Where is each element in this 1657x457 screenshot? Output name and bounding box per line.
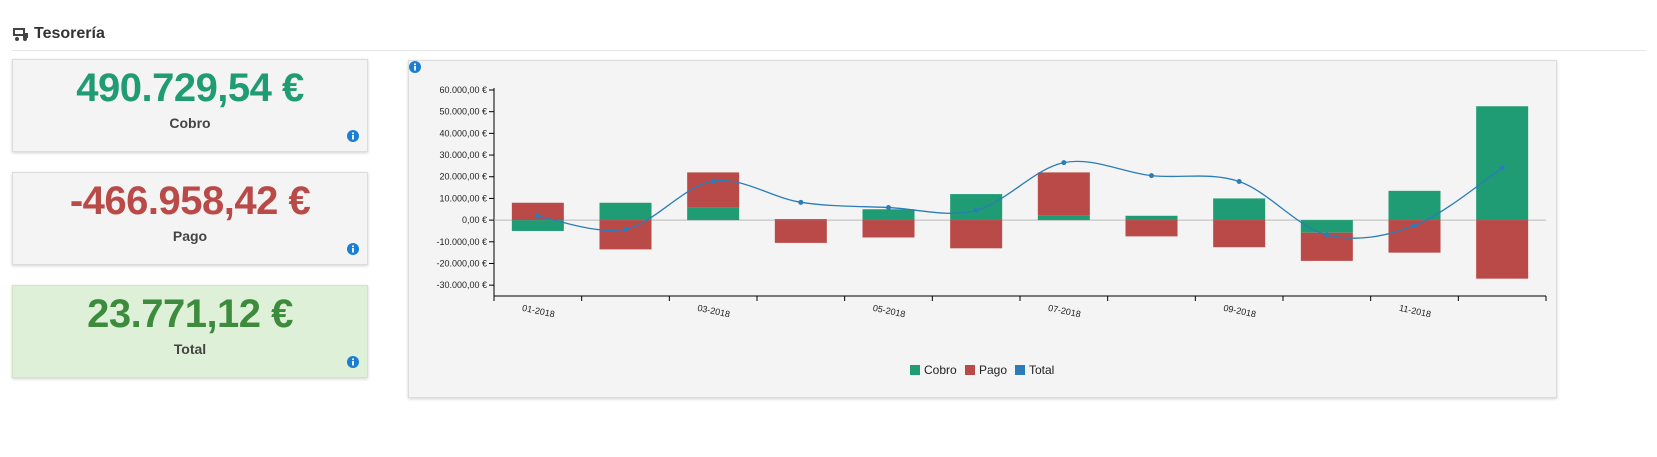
y-tick-label: -20.000,00 € [436,258,487,268]
legend-label-cobro: Cobro [924,363,957,377]
total-point [1324,232,1330,238]
total-point [623,226,628,232]
total-line [537,160,1503,239]
y-tick-label: -30.000,00 € [436,280,487,290]
legend-swatch-pago [965,365,975,375]
bar-cobro [599,202,652,221]
legend-swatch-total [1015,365,1025,375]
pago-card: -466.958,42 € Pago [12,172,368,265]
bar-pago [1125,220,1178,237]
y-tick-label: -10.000,00 € [436,237,487,247]
pago-label: Pago [172,228,208,244]
total-point [1499,165,1505,171]
section-title: Tesorería [34,25,105,42]
x-tick-label: 07-2018 [1047,303,1081,320]
bar-cobro [1476,106,1529,221]
total-value: 23.771,12 € [87,292,293,336]
y-tick-label: 40.000,00 € [439,128,487,138]
bar-cobro [862,209,915,221]
total-point [798,199,804,205]
legend-label-total: Total [1029,363,1054,377]
bar-pago [1213,220,1266,248]
money-truck-icon [13,28,28,41]
total-point [1412,223,1417,229]
cobro-card: 490.729,54 € Cobro [12,59,368,152]
info-icon[interactable] [347,356,359,368]
x-tick-label: 09-2018 [1223,303,1257,320]
legend-label-pago: Pago [979,363,1007,377]
bar-pago [599,220,652,250]
info-icon[interactable] [347,243,359,255]
total-point [1149,173,1154,179]
y-tick-label: 0,00 € [462,215,487,225]
y-tick-label: 30.000,00 € [439,150,487,160]
legend-swatch-cobro [910,365,920,375]
total-point [973,207,979,213]
bar-pago [687,172,740,208]
treasury-chart: -30.000,00 € -20.000,00 € -10.000,00 € 0,00… [436,85,1547,377]
bar-pago [1037,172,1090,216]
y-tick-label: 10.000,00 € [439,193,487,203]
bar-cobro [687,207,740,221]
cobro-label: Cobro [169,115,211,131]
info-icon[interactable] [347,130,359,142]
total-point [535,213,541,219]
total-point [886,205,891,211]
bar-cobro [774,219,827,221]
pago-value: -466.958,42 € [69,179,311,223]
bar-pago [1476,220,1529,279]
bar-cobro [950,194,1003,221]
bar-cobro [511,220,564,231]
total-card: 23.771,12 € Total [12,285,368,378]
total-point [710,178,716,184]
x-tick-label: 11-2018 [1398,303,1432,320]
x-tick-label: 05-2018 [872,303,906,320]
total-point [1061,160,1067,166]
total-point [1236,179,1242,185]
info-icon[interactable] [409,61,421,73]
section-header: Tesorería [12,22,1646,51]
bar-cobro [1213,198,1266,221]
bar-pago [774,220,827,243]
x-tick-label: 03-2018 [697,303,731,320]
total-label: Total [173,341,207,357]
cobro-value: 490.729,54 € [76,66,304,110]
y-tick-label: 50.000,00 € [439,107,487,117]
bar-cobro [1388,190,1441,221]
chart-panel: -30.000,00 € -20.000,00 € -10.000,00 € 0,00… [408,60,1557,398]
bar-pago [511,202,564,221]
x-tick-label: 01-2018 [521,303,555,320]
y-tick-label: 20.000,00 € [439,172,487,182]
bar-cobro [1037,215,1090,221]
bar-pago [950,220,1003,249]
y-tick-label: 60.000,00 € [439,85,487,95]
bar-cobro [1125,215,1178,221]
bar-pago [862,220,915,238]
